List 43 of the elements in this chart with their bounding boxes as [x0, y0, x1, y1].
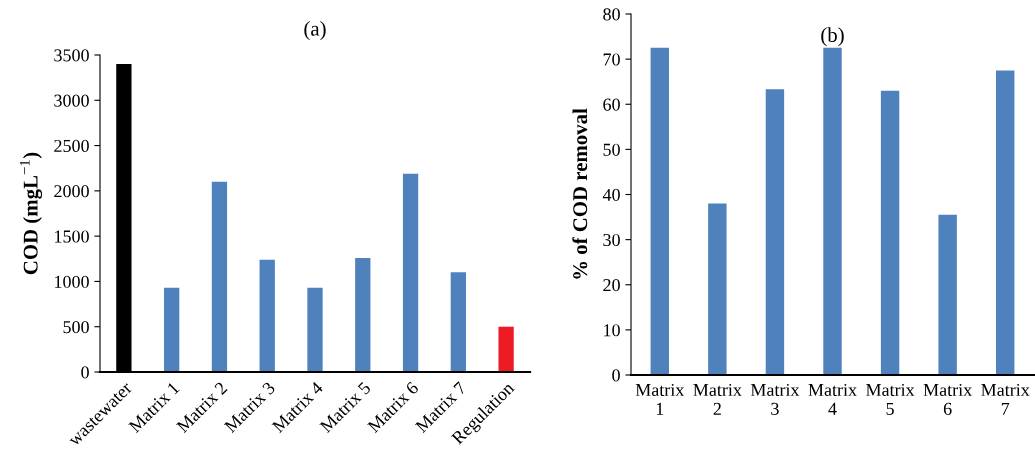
- bar: [307, 287, 323, 372]
- y-tick-label: 10: [604, 324, 620, 337]
- y-tick-label: 1500: [55, 230, 89, 243]
- x-tick-label: Matrix 1: [635, 383, 685, 415]
- y-tick-label: 2500: [54, 139, 89, 153]
- y-tick-label: 40: [602, 188, 620, 201]
- y-tick-label: 500: [63, 320, 89, 334]
- text: (b): [821, 27, 844, 47]
- y-tick-label: 20: [603, 279, 620, 292]
- bar: [498, 326, 514, 372]
- y-axis-title: COD (mgL$^{−1}$): [19, 152, 43, 275]
- x-tick-label: Matrix 5: [866, 383, 915, 415]
- bar: [402, 173, 419, 372]
- y-tick-label: 50: [603, 143, 620, 156]
- bar: [164, 287, 180, 372]
- y-tick-label: 70: [603, 53, 620, 66]
- x-tick-label: Matrix 3: [750, 383, 800, 415]
- y-tick-label: 30: [603, 233, 620, 247]
- bar: [650, 47, 669, 375]
- y-tick-label: 1000: [55, 275, 89, 288]
- bar: [765, 89, 785, 375]
- x-tick-label: Matrix 4: [808, 383, 857, 415]
- x-tick-label: Matrix 7: [981, 383, 1030, 415]
- bar: [880, 90, 900, 375]
- bar: [708, 203, 727, 375]
- x-tick-label: Matrix 6: [923, 383, 972, 415]
- bar: [996, 70, 1015, 375]
- y-tick-label: 0: [81, 366, 89, 379]
- x-tick-label: Matrix 2: [693, 383, 742, 415]
- bar: [823, 47, 842, 375]
- bar: [938, 214, 957, 375]
- y-tick-label: 80: [603, 8, 620, 21]
- y-tick-label: 3000: [54, 94, 89, 107]
- y-tick-label: 3500: [54, 49, 89, 62]
- y-tick-label: 0: [612, 369, 620, 382]
- chart-title: (a): [304, 21, 326, 40]
- bar: [211, 181, 228, 372]
- bar: [450, 272, 466, 372]
- y-tick-label: 2000: [54, 185, 89, 198]
- y-axis-title: % of COD removal: [572, 108, 588, 279]
- bar: [259, 259, 275, 372]
- y-tick-label: 60: [603, 98, 620, 111]
- bar: [355, 257, 371, 372]
